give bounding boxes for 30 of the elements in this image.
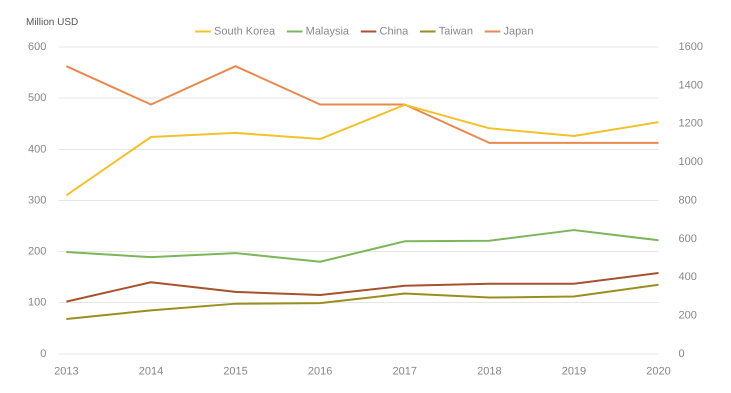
x-tick-label: 2018 bbox=[477, 365, 502, 378]
x-tick-label: 2016 bbox=[308, 365, 332, 378]
y-tick-label: 600 bbox=[28, 41, 46, 54]
x-tick-label: 2015 bbox=[223, 365, 248, 378]
y2-tick-label: 600 bbox=[678, 232, 697, 245]
y-tick-label: 500 bbox=[28, 92, 46, 104]
y2-tick-label: 0 bbox=[678, 348, 685, 360]
legend-label: South Korea bbox=[214, 26, 276, 38]
y-axis-title: Million USD bbox=[26, 16, 78, 28]
y-tick-label: 300 bbox=[28, 194, 46, 206]
x-tick-label: 2020 bbox=[646, 365, 671, 378]
y-tick-label: 100 bbox=[28, 296, 46, 309]
legend-label: Malaysia bbox=[306, 26, 350, 38]
legend-label: Japan bbox=[504, 26, 534, 38]
y2-tick-label: 1400 bbox=[678, 79, 704, 92]
x-tick-label: 2014 bbox=[138, 365, 164, 378]
y2-tick-label: 1200 bbox=[678, 118, 704, 130]
y-tick-label: 200 bbox=[28, 246, 46, 258]
y2-tick-label: 200 bbox=[678, 309, 697, 322]
y2-tick-label: 800 bbox=[678, 194, 697, 206]
legend-label: Taiwan bbox=[438, 26, 474, 38]
y2-tick-label: 400 bbox=[678, 271, 697, 284]
y2-tick-label: 1600 bbox=[678, 41, 704, 54]
x-tick-label: 2019 bbox=[562, 365, 586, 378]
y2-tick-label: 1000 bbox=[678, 156, 704, 168]
y-tick-label: 0 bbox=[40, 348, 46, 360]
y-tick-label: 400 bbox=[28, 143, 46, 156]
x-tick-label: 2013 bbox=[54, 365, 79, 378]
x-tick-label: 2017 bbox=[392, 365, 417, 378]
legend-label: China bbox=[380, 26, 410, 38]
